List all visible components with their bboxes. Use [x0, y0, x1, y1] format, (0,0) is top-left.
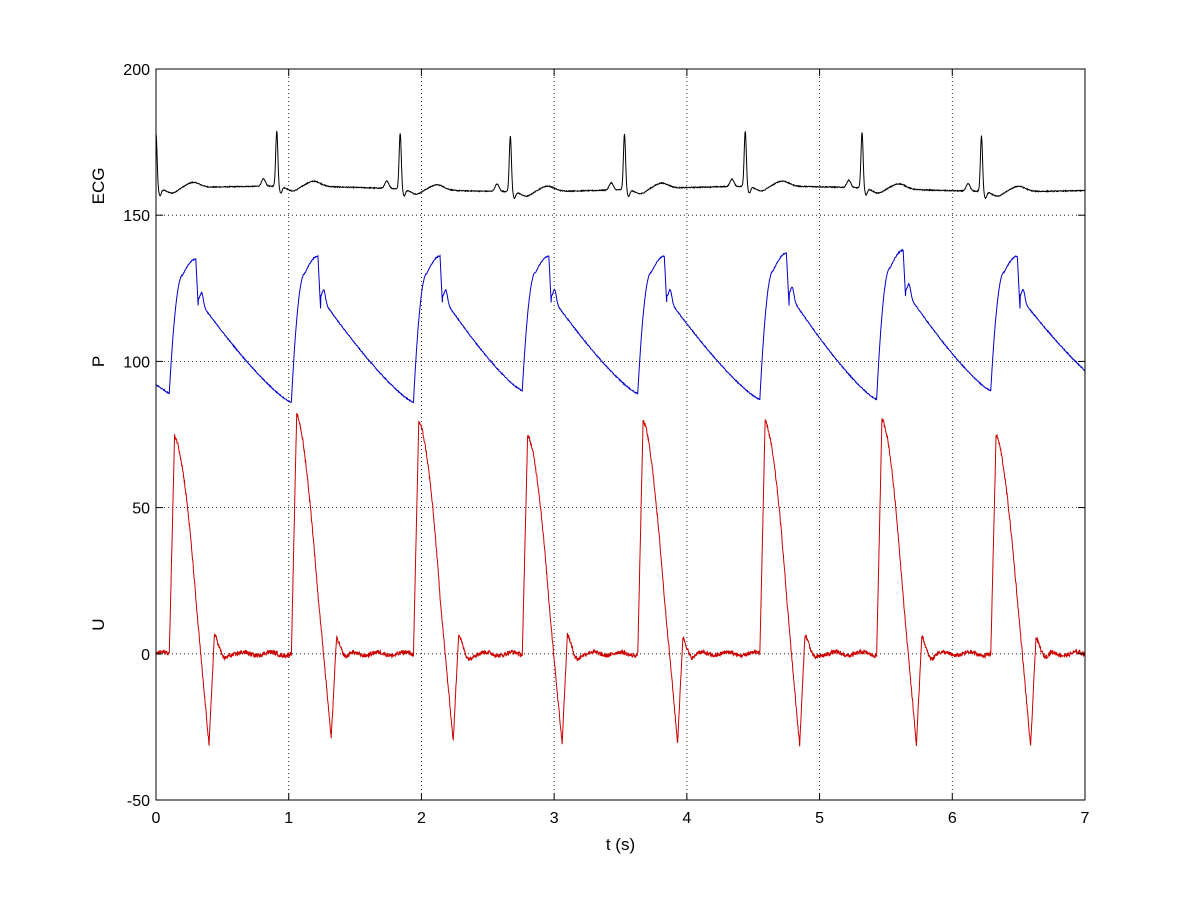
y-axis-label: U	[89, 618, 108, 630]
x-tick-label: 7	[1081, 810, 1090, 827]
plot-frame	[155, 68, 1086, 801]
y-tick-label: 50	[132, 501, 150, 518]
series-group	[155, 130, 1086, 747]
x-tick-label: 0	[152, 810, 161, 827]
y-tick-label: -50	[127, 793, 150, 810]
x-tick-label: 6	[948, 810, 957, 827]
flow-series-line	[155, 413, 1086, 747]
x-tick-label: 5	[815, 810, 824, 827]
x-axis-label: t (s)	[606, 835, 635, 854]
pressure-series-line	[155, 248, 1086, 404]
y-tick-label: 100	[123, 354, 150, 371]
y-labels: ECG P U	[89, 168, 108, 631]
y-tick-label: 0	[141, 647, 150, 664]
x-tick-label: 1	[284, 810, 293, 827]
x-tick-label: 2	[417, 810, 426, 827]
y-tick-label: 150	[123, 208, 150, 225]
y-tick-label: 200	[123, 62, 150, 79]
x-tick-label: 4	[682, 810, 691, 827]
y-axis-label: ECG	[89, 168, 108, 205]
y-axis-label: P	[89, 356, 108, 367]
x-tick-label: 3	[550, 810, 559, 827]
ecg-series-line	[155, 130, 1086, 200]
